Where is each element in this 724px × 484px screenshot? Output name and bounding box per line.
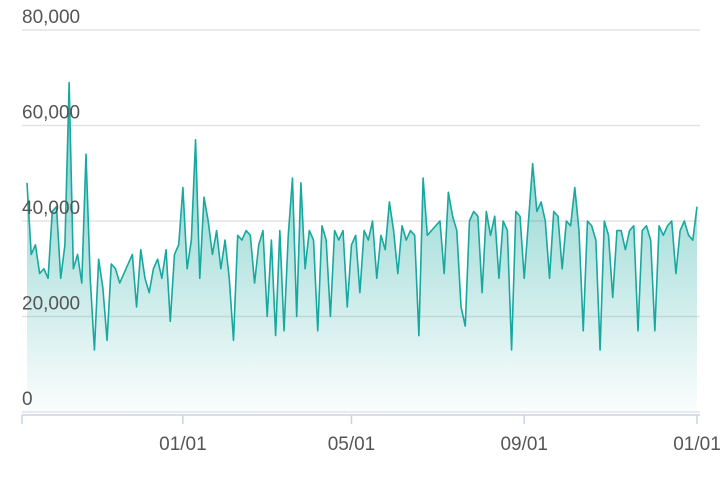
x-tick-label: 01/01 — [159, 434, 207, 455]
series-line — [26, 81, 698, 351]
y-tick-label: 40,000 — [22, 198, 80, 219]
y-tick-label: 20,000 — [22, 294, 80, 315]
y-tick-label: 60,000 — [22, 103, 80, 124]
x-tick-label: 09/01 — [500, 434, 548, 455]
y-tick-label: 80,000 — [22, 7, 80, 28]
x-tick-label: 01/01 — [673, 434, 721, 455]
y-tick-label: 0 — [22, 389, 33, 410]
x-tick-label: 05/01 — [328, 434, 376, 455]
